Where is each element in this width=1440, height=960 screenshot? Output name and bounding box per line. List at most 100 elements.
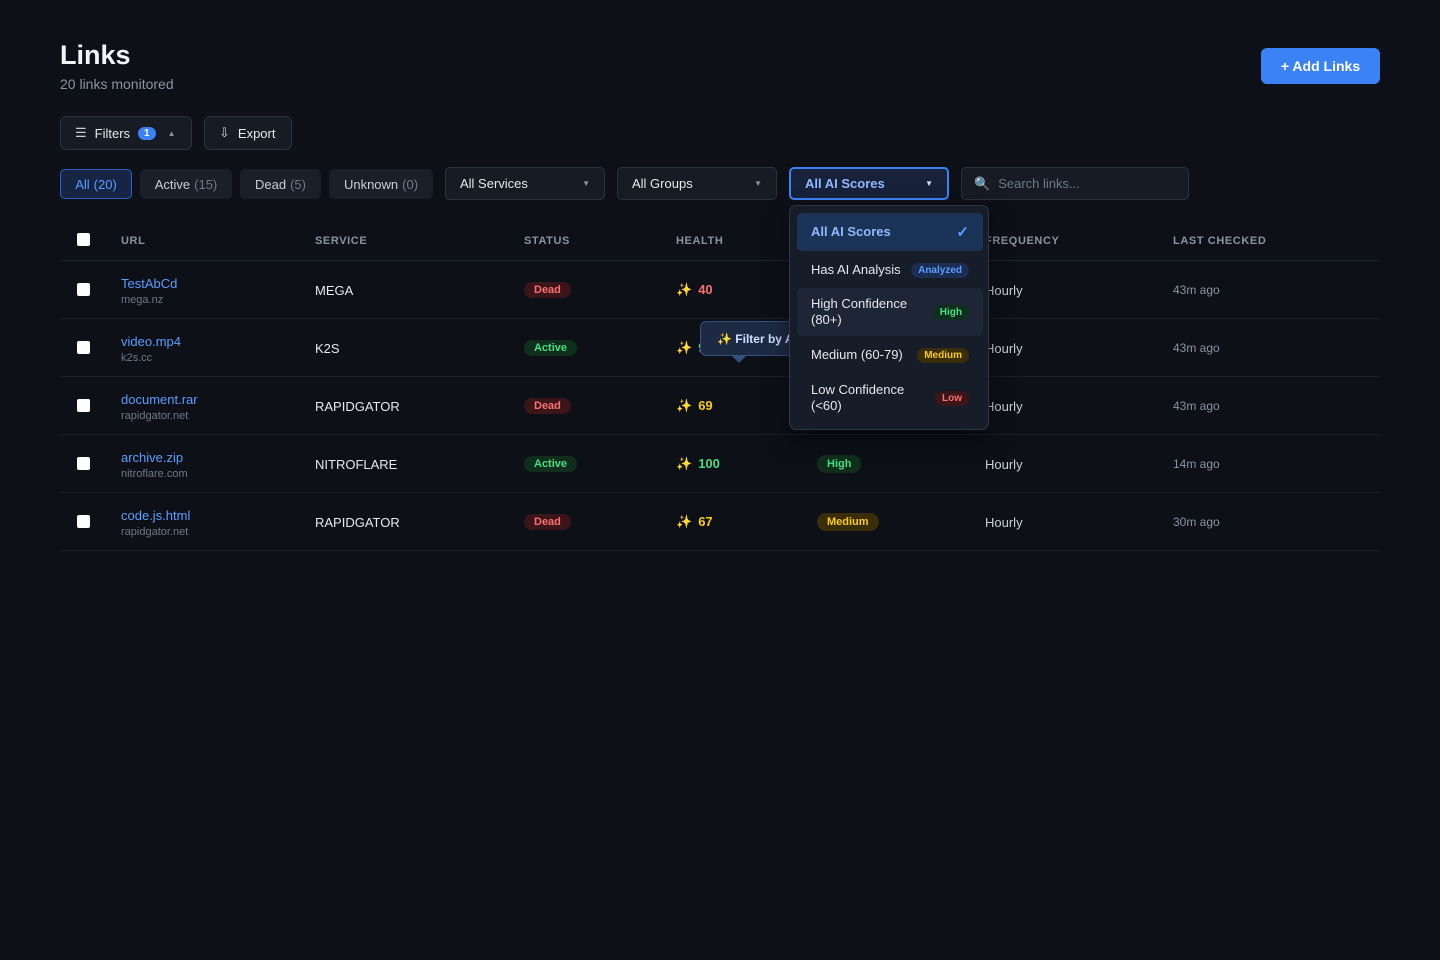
- add-links-button[interactable]: + Add Links: [1261, 48, 1380, 84]
- tab-label: All: [75, 176, 90, 192]
- tab-label: Dead: [255, 176, 287, 192]
- tab-count: (5): [290, 176, 306, 192]
- dropdown-option-all-ai-scores[interactable]: All AI Scores ✓: [797, 213, 983, 251]
- confidence-badge: Medium: [817, 513, 879, 531]
- column-header-service[interactable]: SERVICE: [315, 235, 368, 247]
- ai-scores-select-value: All AI Scores: [805, 176, 885, 191]
- column-header-status[interactable]: STATUS: [524, 235, 570, 247]
- link-host: nitroflare.com: [121, 468, 188, 480]
- health-value: 40: [698, 282, 713, 297]
- search-box: 🔍: [961, 167, 1189, 200]
- column-header-url[interactable]: URL: [121, 235, 146, 247]
- link-host: rapidgator.net: [121, 526, 189, 538]
- table-row[interactable]: code.js.html rapidgator.net RAPIDGATOR D…: [60, 493, 1380, 551]
- status-badge: Dead: [524, 398, 571, 414]
- link-name[interactable]: code.js.html: [121, 508, 191, 523]
- service-name: MEGA: [315, 283, 354, 298]
- export-label: Export: [237, 125, 276, 141]
- frequency: Hourly: [985, 457, 1023, 472]
- services-select-value: All Services: [460, 176, 528, 191]
- row-checkbox[interactable]: [77, 341, 90, 354]
- link-host: mega.nz: [121, 294, 164, 306]
- services-select[interactable]: All Services ▼: [445, 167, 605, 200]
- frequency: Hourly: [985, 399, 1023, 414]
- tab-dead[interactable]: Dead (5): [240, 169, 321, 199]
- analyzed-tag: Analyzed: [911, 262, 969, 278]
- tab-label: Active: [154, 176, 191, 192]
- health-value: 67: [698, 514, 713, 529]
- page-subtitle: 20 links monitored: [60, 76, 174, 92]
- confidence-badge: High: [817, 455, 862, 473]
- health-value: 69: [698, 398, 713, 413]
- medium-tag: Medium: [917, 347, 969, 363]
- sparkle-icon: ✨: [676, 456, 693, 471]
- select-all-checkbox[interactable]: [77, 233, 90, 246]
- link-name[interactable]: archive.zip: [121, 450, 184, 465]
- option-label: Low Confidence (<60): [811, 382, 905, 413]
- frequency: Hourly: [985, 341, 1023, 356]
- dropdown-option-medium[interactable]: Medium (60-79) Medium: [797, 337, 983, 373]
- search-icon: 🔍: [974, 175, 991, 191]
- last-checked: 43m ago: [1173, 399, 1220, 413]
- link-host: rapidgator.net: [121, 410, 189, 422]
- tab-count: (0): [402, 176, 419, 192]
- check-icon: ✓: [956, 224, 969, 241]
- tab-all[interactable]: All (20): [60, 169, 132, 199]
- table-row[interactable]: archive.zip nitroflare.com NITROFLARE Ac…: [60, 435, 1380, 493]
- row-checkbox[interactable]: [77, 515, 90, 528]
- service-name: RAPIDGATOR: [315, 515, 400, 530]
- dropdown-option-high-confidence[interactable]: High Confidence (80+) High: [797, 288, 983, 336]
- ai-scores-dropdown: All AI Scores ✓ Has AI Analysis Analyzed…: [789, 205, 989, 430]
- table-header: URL SERVICE STATUS HEALTH FREQUENCY LAST…: [60, 220, 1380, 261]
- row-checkbox[interactable]: [77, 399, 90, 412]
- frequency: Hourly: [985, 283, 1023, 298]
- option-label: High Confidence (80+): [811, 296, 908, 327]
- column-header-health[interactable]: HEALTH: [676, 235, 724, 247]
- high-tag: High: [932, 304, 969, 320]
- tab-unknown[interactable]: Unknown (0): [329, 169, 433, 199]
- sparkle-icon: ✨: [676, 340, 693, 355]
- groups-select[interactable]: All Groups ▼: [617, 167, 777, 200]
- service-name: K2S: [315, 341, 340, 356]
- column-header-last-checked[interactable]: LAST CHECKED: [1173, 235, 1267, 247]
- sparkle-icon: ✨: [676, 398, 693, 413]
- dropdown-option-has-ai-analysis[interactable]: Has AI Analysis Analyzed: [797, 252, 983, 288]
- table-row[interactable]: TestAbCd mega.nz MEGA Dead ✨ 40 Hourly 43…: [60, 261, 1380, 319]
- export-button[interactable]: ⇩ Export: [204, 116, 292, 150]
- column-header-frequency[interactable]: FREQUENCY: [985, 235, 1060, 247]
- links-table: URL SERVICE STATUS HEALTH FREQUENCY LAST…: [60, 220, 1380, 551]
- option-label: Has AI Analysis: [811, 262, 901, 277]
- ai-filter-tooltip: ✨ Filter by AI: [700, 321, 800, 356]
- frequency: Hourly: [985, 515, 1023, 530]
- low-tag: Low: [935, 390, 969, 406]
- filters-count-badge: 1: [138, 126, 156, 140]
- row-checkbox[interactable]: [77, 457, 90, 470]
- download-icon: ⇩: [219, 125, 230, 140]
- table-row[interactable]: document.rar rapidgator.net RAPIDGATOR D…: [60, 377, 1380, 435]
- dropdown-option-low-confidence[interactable]: Low Confidence (<60) Low: [797, 374, 983, 422]
- chevron-down-icon: ▼: [754, 179, 762, 188]
- tab-count: (20): [93, 176, 117, 192]
- link-name[interactable]: document.rar: [121, 392, 198, 407]
- option-label: All AI Scores: [811, 224, 891, 239]
- tab-count: (15): [194, 176, 218, 192]
- sparkle-icon: ✨: [676, 282, 693, 297]
- last-checked: 43m ago: [1173, 341, 1220, 355]
- option-label: Medium (60-79): [811, 347, 903, 362]
- health-score: ✨ 40: [676, 282, 713, 298]
- health-score: ✨ 69: [676, 398, 713, 414]
- chevron-up-icon: ▲: [167, 128, 176, 138]
- link-name[interactable]: TestAbCd: [121, 276, 178, 291]
- search-input[interactable]: [998, 176, 1169, 191]
- tab-active[interactable]: Active (15): [140, 169, 232, 199]
- ai-scores-select[interactable]: All AI Scores ▼: [789, 167, 949, 200]
- tooltip-arrow: [732, 356, 746, 363]
- link-name[interactable]: video.mp4: [121, 334, 181, 349]
- list-icon: ☰: [75, 125, 87, 140]
- chevron-down-icon: ▼: [925, 179, 933, 188]
- filters-button[interactable]: ☰ Filters 1 ▲: [60, 116, 192, 150]
- tab-label: Unknown: [343, 176, 399, 192]
- row-checkbox[interactable]: [77, 283, 90, 296]
- service-name: NITROFLARE: [315, 457, 398, 472]
- status-badge: Dead: [524, 282, 571, 298]
